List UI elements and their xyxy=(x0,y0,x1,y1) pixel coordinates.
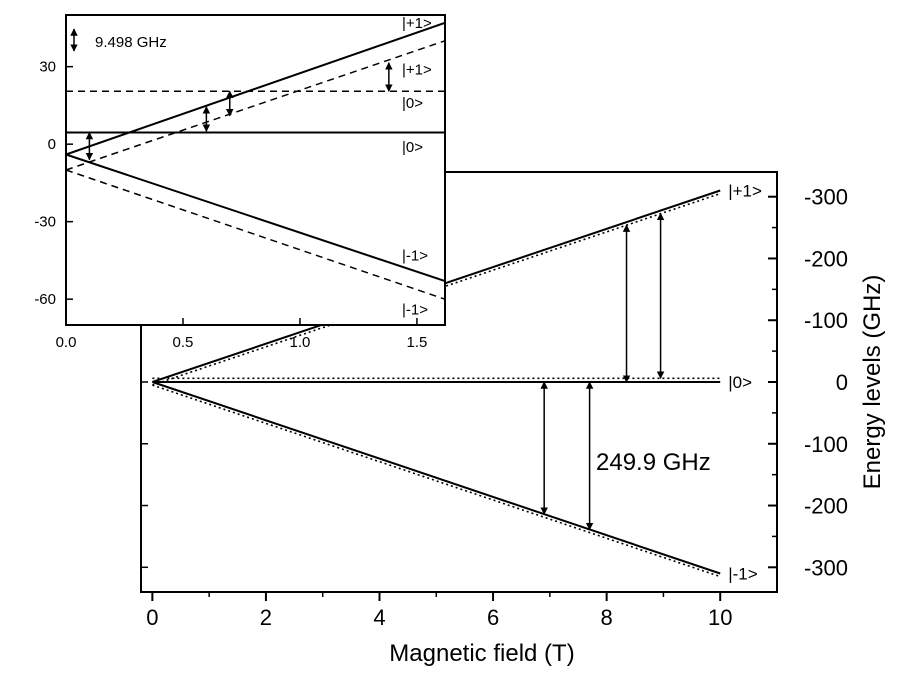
main-state-label-2: |-1> xyxy=(728,564,758,583)
main-series-line-4-solid xyxy=(152,381,721,575)
main-y-axis-title: Energy levels (GHz) xyxy=(859,275,886,490)
inset-frequency-legend: 9.498 GHz xyxy=(70,28,167,52)
inset-state-labels: |+1> |+1> |0> |0> |-1> |-1> xyxy=(402,15,432,319)
main-y-tick-label-6: -300 xyxy=(804,555,848,580)
inset-state-label-0: |+1> xyxy=(402,15,432,32)
inset-series-group xyxy=(65,21,446,300)
main-x-tick-label-0: 0 xyxy=(146,605,158,630)
main-chart: 0 2 4 6 8 10 -300 -200 -100 0 -100 -200 -300 |+1> |0… xyxy=(140,171,886,667)
inset-y-tick-label-3: 30 xyxy=(39,59,56,76)
main-y-axis: -300 -200 -100 0 -100 -200 -300 xyxy=(141,185,848,580)
inset-x-tick-label-3: 1.5 xyxy=(406,334,427,351)
main-transition-frequency-label: 249.9 GHz xyxy=(596,449,711,476)
inset-x-tick-label-1: 0.5 xyxy=(173,334,194,351)
main-state-labels: |+1> |0> |-1> xyxy=(728,182,762,584)
main-y-tick-label-3: 0 xyxy=(836,370,848,395)
inset-state-label-5: |-1> xyxy=(402,302,428,319)
inset-state-label-3: |0> xyxy=(402,139,423,156)
main-x-tick-label-5: 10 xyxy=(708,605,732,630)
main-x-tick-label-4: 8 xyxy=(601,605,613,630)
inset-chart: 0.0 0.5 1.0 1.5 -60 -30 0 30 |+1> |+1> |0> |0> |-1… xyxy=(34,14,446,351)
main-x-tick-label-2: 4 xyxy=(373,605,385,630)
inset-transition-frequency-label: 9.498 GHz xyxy=(95,34,167,51)
inset-series-line-5-dashed xyxy=(65,169,446,300)
inset-state-label-2: |0> xyxy=(402,95,423,112)
inset-y-tick-label-2: 0 xyxy=(48,136,56,153)
inset-x-tick-label-2: 1.0 xyxy=(290,334,311,351)
main-x-axis-title: Magnetic field (T) xyxy=(389,640,574,667)
inset-background xyxy=(66,15,445,325)
inset-state-label-4: |-1> xyxy=(402,247,428,264)
main-y-tick-label-2: -100 xyxy=(804,308,848,333)
main-y-tick-label-0: -300 xyxy=(804,185,848,210)
inset-transition-arrows xyxy=(85,62,393,161)
inset-x-axis: 0.0 0.5 1.0 1.5 xyxy=(56,318,427,351)
main-state-label-0: |+1> xyxy=(728,182,762,201)
inset-state-label-1: |+1> xyxy=(402,61,432,78)
main-state-label-1: |0> xyxy=(728,373,752,392)
inset-x-tick-label-0: 0.0 xyxy=(56,334,77,351)
inset-series-line-3-dashed xyxy=(65,40,446,171)
main-x-tick-label-1: 2 xyxy=(260,605,272,630)
main-x-tick-label-3: 6 xyxy=(487,605,499,630)
main-y-tick-label-4: -100 xyxy=(804,432,848,457)
inset-y-tick-label-0: -60 xyxy=(34,291,56,308)
main-y-tick-label-5: -200 xyxy=(804,494,848,519)
main-x-axis: 0 2 4 6 8 10 xyxy=(146,592,732,630)
main-series-line-5-dotted xyxy=(152,384,721,578)
main-y-tick-label-1: -200 xyxy=(804,246,848,271)
inset-series-line-2-solid xyxy=(65,153,446,283)
inset-y-tick-label-1: -30 xyxy=(34,214,56,231)
inset-y-axis: -60 -30 0 30 xyxy=(34,59,73,308)
main-transition-arrows xyxy=(540,212,665,531)
